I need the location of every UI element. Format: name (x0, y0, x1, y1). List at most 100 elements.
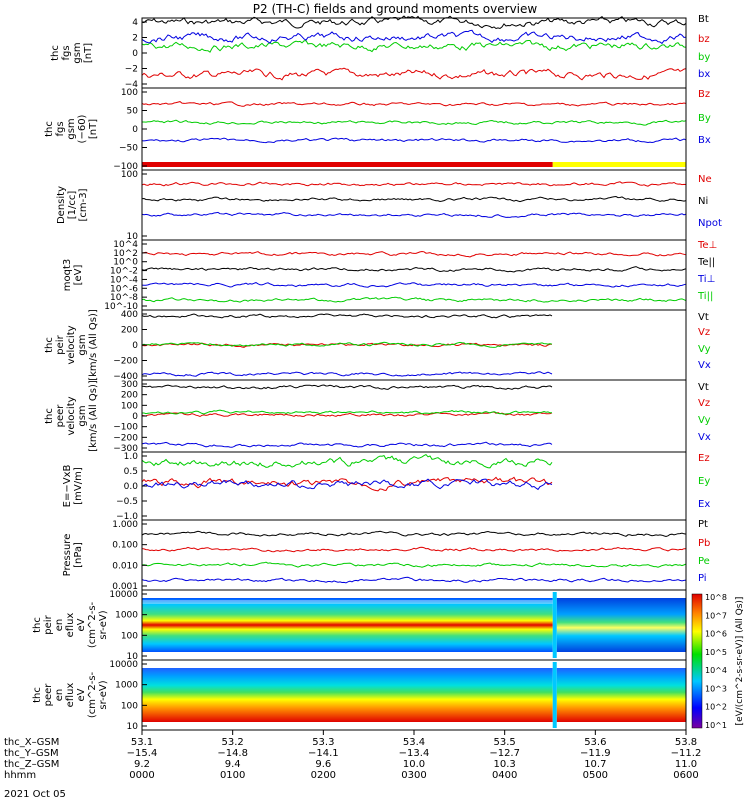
series-line-Ez (141, 476, 553, 492)
y-axis-label: E=−VxB[mV/m] (62, 465, 84, 508)
x-row-value: −12.7 (489, 748, 520, 759)
colorbar-tick: 10^1 (705, 721, 727, 730)
x-row-value: 0200 (311, 770, 336, 781)
panel-frame (141, 169, 687, 241)
y-tick-label: 100 (121, 88, 138, 98)
panel-9: 10000 1000 100 10 thcpeirenefluxeV(cm^2-s-sr… (32, 589, 687, 662)
series-line-Ti⊥ (141, 282, 687, 288)
heatmap-post-gap (556, 598, 686, 652)
colorbar-tick: 10^8 (705, 593, 727, 602)
x-row-value: −14.1 (308, 748, 339, 759)
y-tick-label: 1.0 (124, 452, 139, 462)
x-row-value: 53.4 (403, 737, 425, 748)
panel-7: Ez Ey Ex 1.0 0.5 0.0 −0.5 −1.0 E=−VxB[mV/m] (62, 451, 710, 522)
series-line-Vt (141, 384, 553, 390)
y-tick-label: 200 (121, 391, 138, 401)
heatmap-gap-marker (552, 662, 557, 728)
panel-4: Te⊥Te||Ti⊥Ti||10^410^210^010^-210^-410^-… (62, 239, 717, 312)
x-row-value: −14.8 (217, 748, 248, 759)
series-line-Vz (141, 342, 552, 348)
y-tick-label: 0.100 (112, 541, 138, 551)
colorbar-label: [eV/(cm^2-s-sr-eV)] (All Qs)] (735, 597, 745, 726)
legend-Vz: Vz (698, 398, 710, 409)
series-line-Pt (141, 530, 687, 538)
series-line-Pb (141, 546, 687, 553)
y-tick-label: −2 (125, 65, 138, 75)
legend-bx: bx (698, 69, 710, 80)
x-row-value: −13.4 (399, 748, 430, 759)
panel-2: Bz By Bx 100 50 0 −50 −100 thcfgsgsm(−60)[nT] (44, 87, 711, 172)
series-line-Ne (141, 181, 687, 187)
legend-Vy: Vy (698, 344, 711, 355)
y-axis-label: thcpeerenefluxeV(cm^2-s-sr-eV) (32, 671, 109, 718)
series-line-Vx (141, 371, 553, 377)
colorbar-tick: 10^6 (705, 630, 727, 639)
y-tick-label: 1000 (115, 681, 138, 691)
y-tick-label: 0.010 (112, 561, 138, 571)
y-tick-label: 0 (132, 125, 138, 135)
series-line-bx (141, 29, 687, 45)
x-row-value: 9.6 (315, 759, 331, 770)
series-line-Pe (141, 561, 687, 568)
y-axis-label: thcfgsgsm(−60)[nT] (44, 114, 99, 143)
panel-5: Vt Vz Vy Vx 400 200 0 −200 −400 thcpeirvelocitygs… (44, 309, 711, 382)
x-row-value: 53.1 (131, 737, 153, 748)
y-tick-label: 0 (132, 341, 138, 351)
quality-bar-red (142, 162, 553, 167)
x-row-value: 0100 (220, 770, 245, 781)
legend-Pt: Pt (698, 519, 708, 530)
y-tick-label: 10^-4 (110, 275, 138, 285)
y-tick-label: 10^-2 (110, 267, 138, 277)
colorbar-tick: 10^3 (705, 684, 727, 693)
x-row-label: thc_Y–GSM (4, 748, 59, 759)
y-tick-label: 1000 (115, 611, 138, 621)
series-line-Ni (141, 195, 687, 203)
legend-Ey: Ey (698, 476, 710, 487)
y-tick-label: −200 (113, 357, 138, 367)
series-line-by (141, 40, 687, 53)
legend-Pi: Pi (698, 573, 707, 584)
y-tick-label: 100 (121, 701, 138, 711)
legend-Vx: Vx (698, 360, 711, 371)
series-line-Vx (141, 441, 553, 448)
y-tick-label: 50 (127, 107, 139, 117)
y-axis-label: thcpeervelocitygsm[km/s (All Qs)] (44, 380, 99, 452)
x-row-value: 11.0 (675, 759, 697, 770)
y-tick-label: −100 (113, 423, 138, 433)
y-tick-label: 10 (127, 232, 139, 242)
x-row-label: thc_Z–GSM (4, 759, 59, 770)
x-row-value: 53.5 (494, 737, 516, 748)
heatmap-pre-gap (142, 668, 553, 722)
panel-8: Pt Pb Pe Pi 1.000 0.100 0.010 0.001 Pressure[nPa… (62, 519, 710, 592)
x-row-value: 0600 (673, 770, 698, 781)
x-row-value: 53.8 (675, 737, 697, 748)
panels: Btbzbybx420−2−4thcfgsgsm[nT]BzByBx100500… (32, 14, 722, 732)
legend-Ti||: Ti|| (697, 291, 713, 302)
legend-Ex: Ex (698, 499, 710, 510)
y-tick-label: −50 (119, 144, 138, 154)
x-row-value: 0500 (583, 770, 608, 781)
series-line-Te|| (141, 266, 687, 273)
x-row-value: 53.6 (584, 737, 606, 748)
y-axis-label: moqt3[eV] (62, 259, 84, 292)
series-line-Te⊥ (141, 250, 687, 258)
legend-Ti⊥: Ti⊥ (697, 274, 715, 285)
series-line-Vy (141, 341, 553, 348)
y-tick-label: −100 (113, 162, 138, 172)
x-row-value: 9.2 (134, 759, 150, 770)
y-tick-label: 4 (132, 18, 138, 28)
series-line-Ti|| (141, 296, 687, 303)
y-tick-label: −200 (113, 433, 138, 443)
y-tick-label: −300 (113, 444, 138, 454)
y-tick-label: −400 (113, 372, 138, 382)
legend-Vt: Vt (698, 382, 709, 393)
legend-Bx: Bx (698, 135, 711, 146)
series-line-Ey (141, 453, 553, 469)
series-line-Npot (141, 211, 687, 218)
series-line-bz (141, 67, 687, 81)
date-label: 2021 Oct 05 (4, 789, 66, 800)
legend-Vt: Vt (698, 312, 709, 323)
panel-10: 10000 1000 100 10 thcpeerenefluxeV(cm^2-s-sr… (32, 659, 687, 732)
colorbar-tick: 10^4 (705, 666, 727, 675)
